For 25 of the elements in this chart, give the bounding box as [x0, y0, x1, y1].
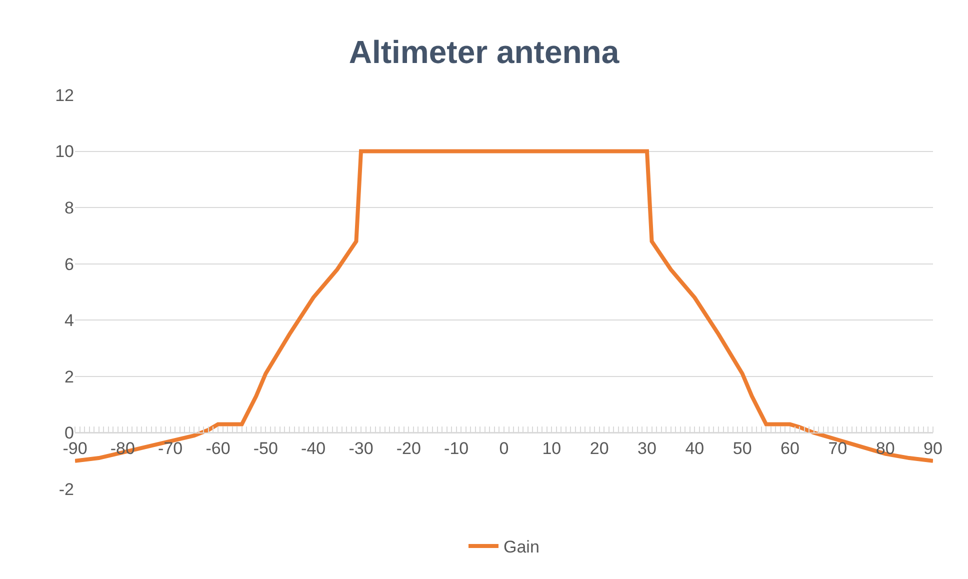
x-tick-label: -20: [396, 439, 421, 458]
x-tick-label: -50: [253, 439, 278, 458]
x-tick-label: -70: [158, 439, 183, 458]
chart-title: Altimeter antenna: [348, 34, 620, 70]
y-tick-label: 4: [64, 311, 74, 330]
x-tick-label: 50: [732, 439, 752, 458]
y-tick-label: 6: [64, 254, 74, 274]
x-tick-label: -30: [348, 439, 374, 458]
y-tick-label: 8: [64, 198, 74, 218]
x-tick-label: 10: [542, 439, 562, 458]
y-tick-label: 10: [55, 142, 74, 162]
y-tick-label: 2: [64, 367, 74, 386]
y-tick-label: 12: [55, 86, 74, 105]
x-tick-label: 30: [638, 439, 656, 458]
x-tick-label: -10: [444, 439, 469, 458]
y-tick-label: -2: [58, 480, 74, 499]
x-tick-label: 90: [924, 439, 942, 458]
x-tick-label: -60: [206, 439, 230, 458]
x-tick-label: 20: [590, 439, 609, 458]
x-tick-label: 0: [499, 439, 509, 458]
x-tick-label: 40: [685, 439, 704, 458]
legend-label: Gain: [504, 538, 540, 557]
x-tick-label: 60: [780, 439, 800, 458]
x-tick-label: 70: [828, 439, 848, 458]
x-tick-label: -40: [301, 439, 326, 458]
